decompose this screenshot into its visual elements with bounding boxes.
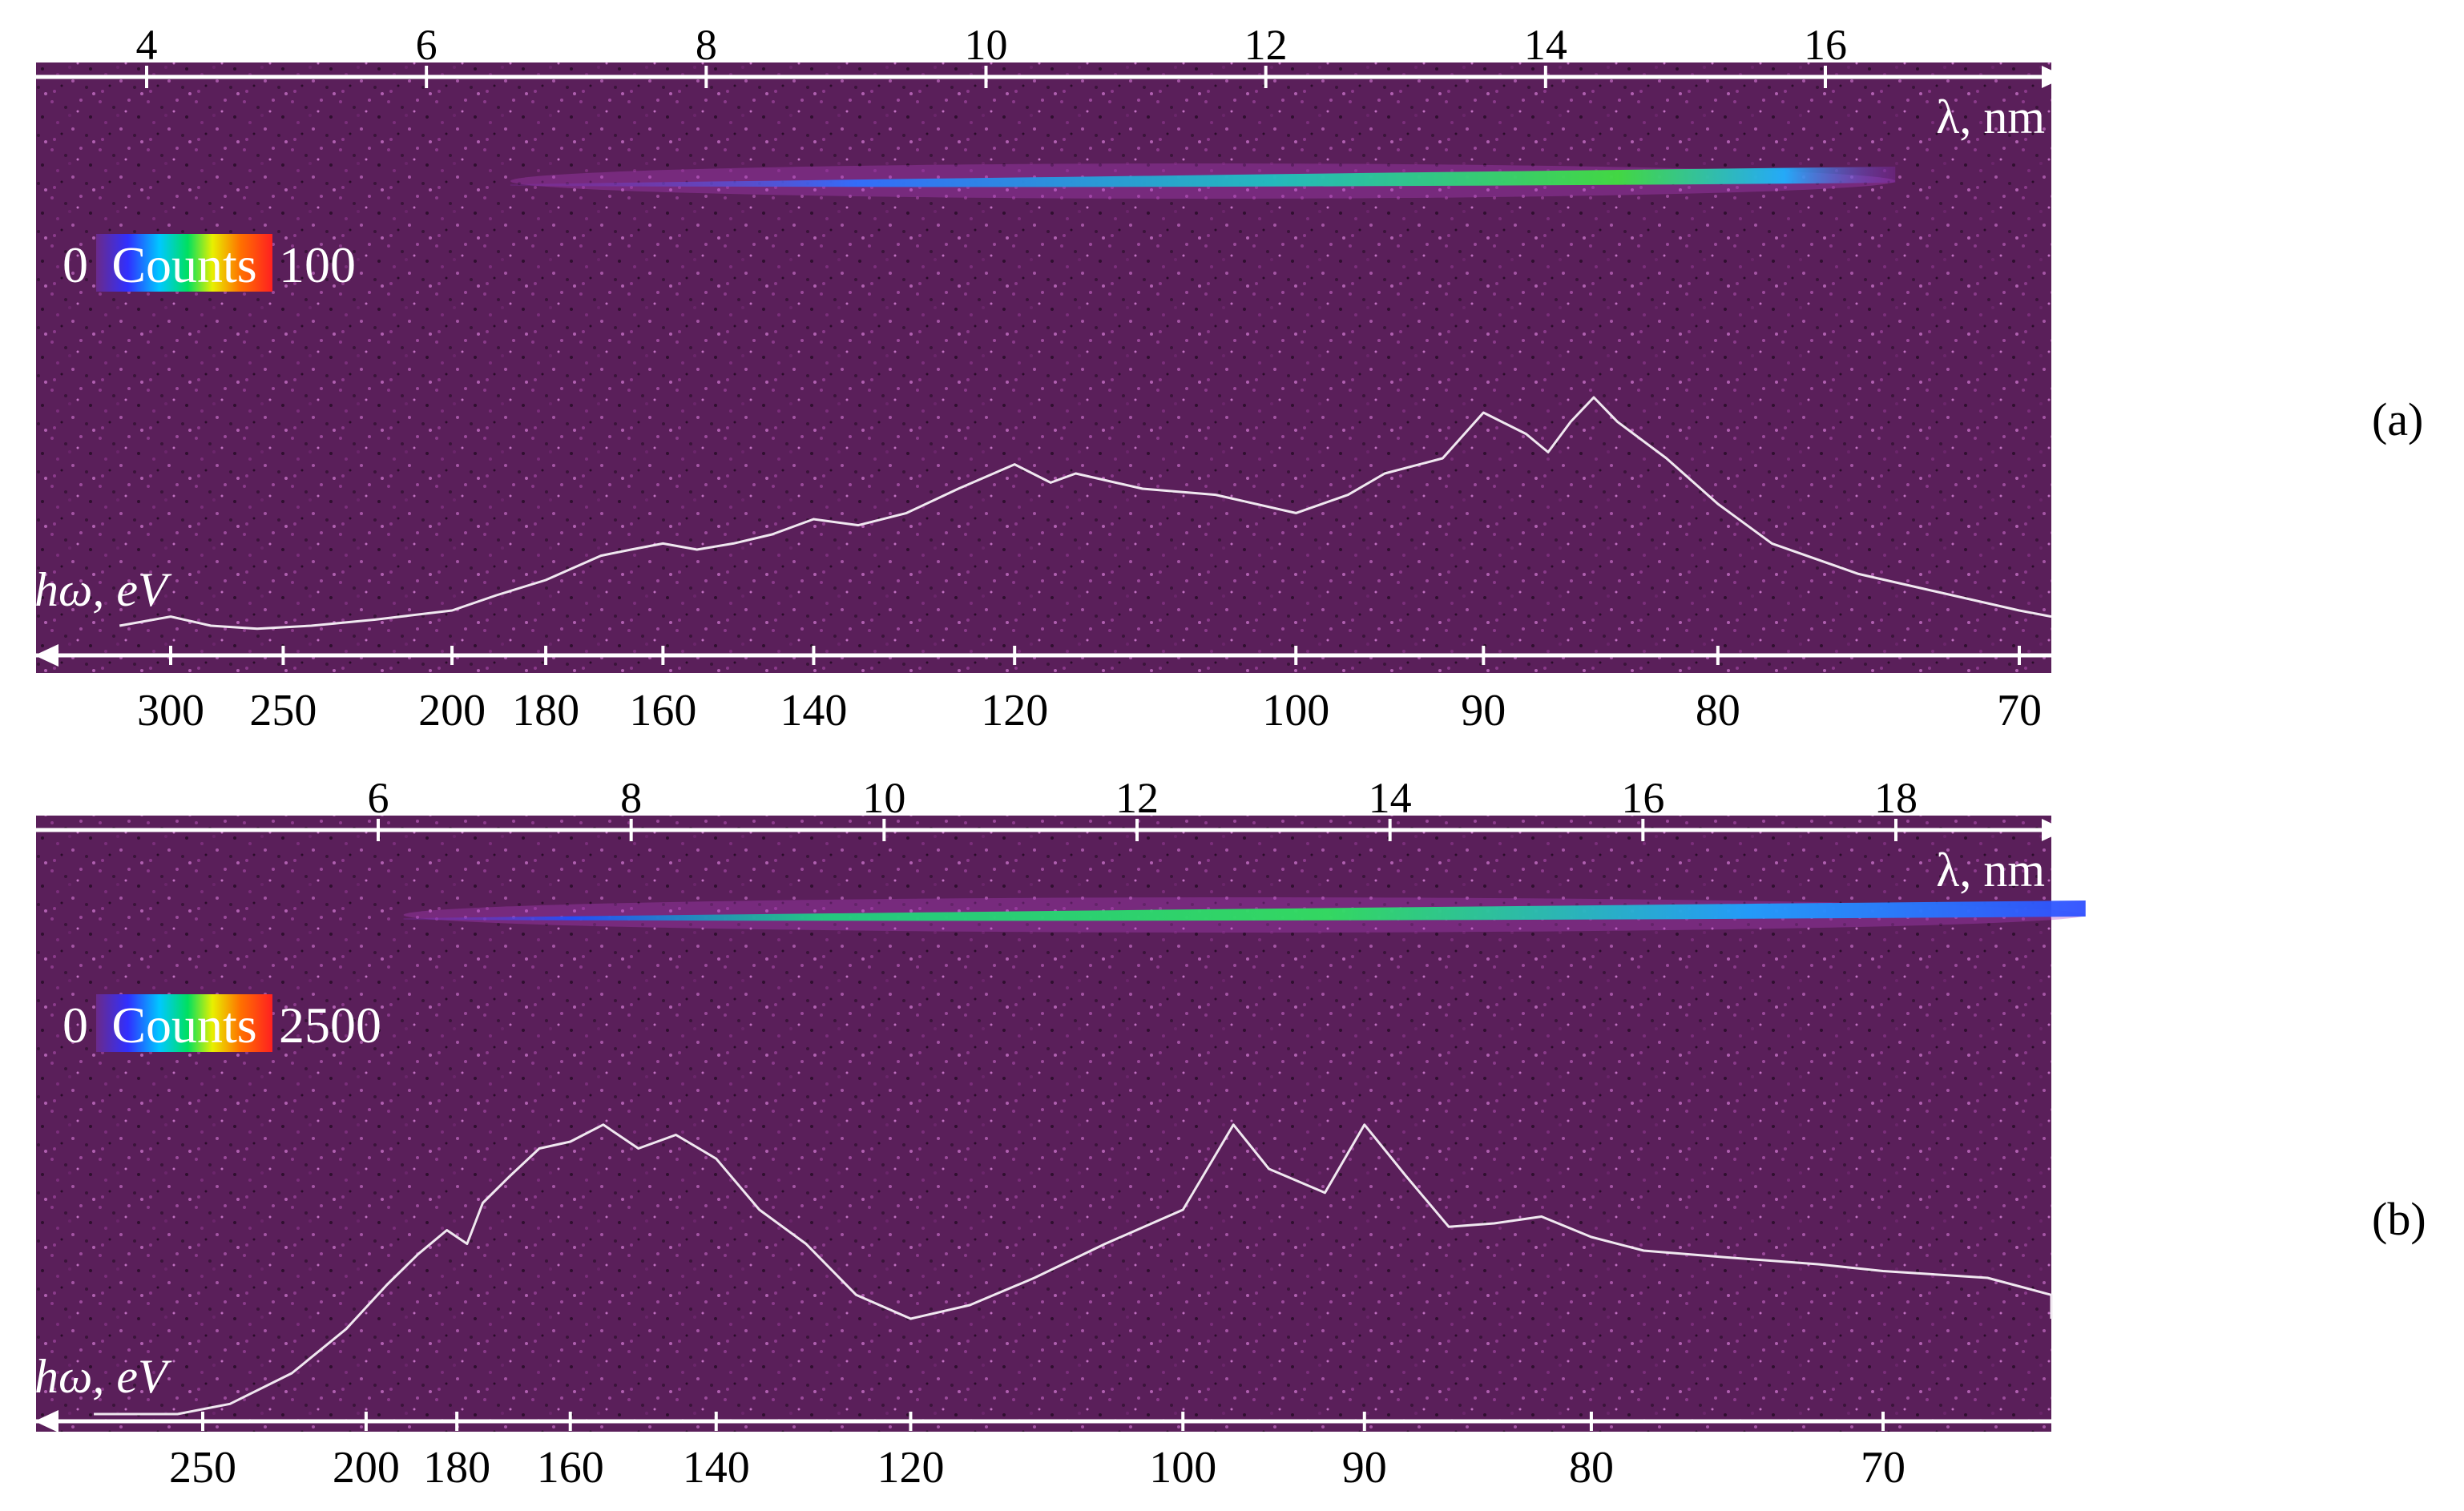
panel-a-top-tick-label: 8 bbox=[696, 21, 717, 69]
panel-b-top-tick-label: 14 bbox=[1369, 774, 1412, 822]
panel-a-colorbar-min: 0 bbox=[63, 236, 88, 293]
panel-b-bottom-axis-arrow bbox=[34, 1410, 58, 1432]
panel-a-bottom-tick-label: 300 bbox=[137, 686, 204, 735]
panel-a-streak bbox=[510, 167, 1896, 187]
panel-b-bottom-axis-title: hω, eV bbox=[34, 1350, 172, 1403]
panel-a-colorbar bbox=[96, 234, 272, 292]
panel-a: 4 6 8 10 12 14 16 λ, nm 0 Counts 100 300 250 200 180 16… bbox=[34, 21, 2066, 735]
panel-a-top-tick-label: 16 bbox=[1804, 21, 1847, 69]
panel-a-colorbar-max: 100 bbox=[279, 236, 356, 293]
panel-a-bottom-tick-label: 80 bbox=[1696, 686, 1740, 735]
panel-a-spectrum-line bbox=[119, 396, 2052, 631]
panel-b-top-tick-label: 10 bbox=[862, 774, 905, 822]
panel-b-bottom-tick-label: 70 bbox=[1861, 1443, 1905, 1493]
panel-b-bottom-tick-label: 250 bbox=[169, 1443, 236, 1493]
panel-b-top-tick-label: 16 bbox=[1621, 774, 1664, 822]
panel-b-top-tick-label: 8 bbox=[620, 774, 642, 822]
panel-b-label: (b) bbox=[2372, 1193, 2426, 1245]
panel-a-top-axis-arrow bbox=[2042, 66, 2066, 88]
panel-a-bottom-tick-label: 100 bbox=[1262, 686, 1329, 735]
panel-b-colorbar-max: 2500 bbox=[279, 997, 381, 1054]
panel-b-top-axis-arrow bbox=[2042, 819, 2066, 841]
panel-a-bottom-tick-label: 70 bbox=[1997, 686, 2042, 735]
panel-b: 6 8 10 12 14 16 18 λ, nm 0 Counts 2500 250 200 180 160… bbox=[34, 774, 2086, 1493]
panel-a-bottom-tick-label: 200 bbox=[418, 686, 486, 735]
panel-b-spectrum-line bbox=[94, 1123, 2053, 1416]
panel-a-image bbox=[36, 62, 2051, 673]
panel-b-top-tick-label: 12 bbox=[1115, 774, 1159, 822]
panel-a-top-tick-label: 6 bbox=[416, 21, 438, 69]
panel-a-bottom-tick-label: 90 bbox=[1461, 686, 1506, 735]
panel-a-bottom-tick-label: 180 bbox=[512, 686, 579, 735]
panel-b-bottom-tick-label: 90 bbox=[1342, 1443, 1387, 1493]
panel-b-bottom-tick-label: 200 bbox=[333, 1443, 400, 1493]
panel-a-top-tick-label: 12 bbox=[1244, 21, 1288, 69]
panel-b-streak bbox=[403, 901, 2086, 921]
panel-b-bottom-tick-label: 140 bbox=[683, 1443, 750, 1493]
panel-b-colorbar bbox=[96, 994, 272, 1052]
panel-b-colorbar-title: Counts bbox=[111, 997, 256, 1054]
panel-a-top-tick-label: 10 bbox=[965, 21, 1008, 69]
panel-a-top-tick-label: 4 bbox=[136, 21, 158, 69]
panel-a-bottom-tick-label: 250 bbox=[249, 686, 317, 735]
panel-b-colorbar-min: 0 bbox=[63, 997, 88, 1054]
panel-a-top-tick-label: 14 bbox=[1524, 21, 1567, 69]
panel-b-top-tick-label: 18 bbox=[1874, 774, 1918, 822]
panel-a-colorbar-title: Counts bbox=[111, 236, 256, 293]
panel-b-bottom-tick-label: 100 bbox=[1149, 1443, 1216, 1493]
panel-b-top-tick-label: 6 bbox=[368, 774, 389, 822]
panel-b-bottom-tick-label: 120 bbox=[877, 1443, 944, 1493]
panel-b-top-axis-title: λ, nm bbox=[1936, 844, 2045, 897]
panel-a-bottom-tick-label: 140 bbox=[780, 686, 847, 735]
panel-b-bottom-tick-label: 160 bbox=[537, 1443, 604, 1493]
panel-a-bottom-axis-title: hω, eV bbox=[34, 563, 172, 616]
panel-a-top-axis-title: λ, nm bbox=[1936, 91, 2045, 143]
panel-b-bottom-tick-label: 180 bbox=[423, 1443, 490, 1493]
panel-a-label: (a) bbox=[2372, 393, 2424, 445]
panel-a-bottom-axis-arrow bbox=[34, 644, 58, 667]
panel-a-bottom-tick-label: 120 bbox=[981, 686, 1048, 735]
panel-b-bottom-tick-label: 80 bbox=[1569, 1443, 1614, 1493]
panel-a-bottom-tick-label: 160 bbox=[629, 686, 696, 735]
